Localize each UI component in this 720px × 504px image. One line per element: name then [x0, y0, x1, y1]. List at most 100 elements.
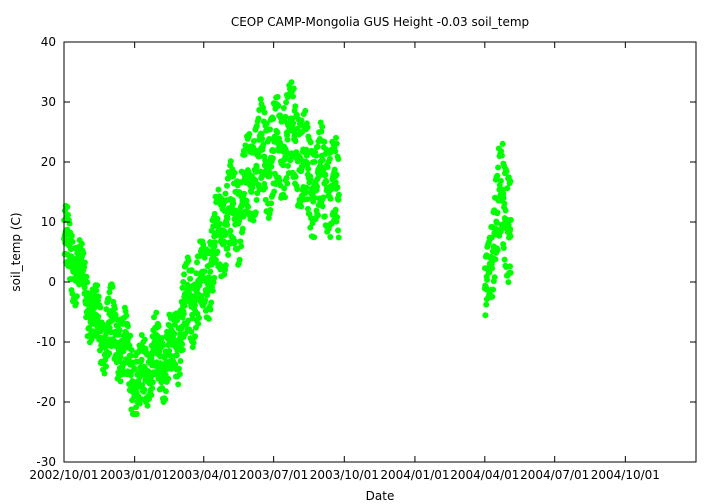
data-point: [155, 323, 162, 330]
data-point: [262, 157, 269, 164]
data-point: [284, 180, 291, 187]
data-point: [211, 274, 218, 281]
data-point: [237, 238, 244, 245]
data-point: [507, 226, 514, 232]
data-point: [503, 168, 510, 175]
plot-frame: [63, 41, 697, 463]
data-point: [311, 194, 318, 201]
data-point: [81, 284, 88, 291]
data-point: [292, 173, 299, 180]
data-point: [138, 332, 145, 338]
data-point: [232, 238, 239, 245]
data-point: [101, 370, 108, 377]
data-point: [224, 221, 231, 228]
data-point: [283, 175, 290, 181]
data-point: [81, 264, 88, 271]
data-point: [224, 182, 230, 189]
data-point: [333, 171, 340, 178]
data-point: [285, 162, 291, 169]
data-point: [123, 312, 130, 319]
data-point: [282, 154, 289, 161]
data-point: [69, 290, 76, 297]
data-point: [309, 220, 316, 227]
data-point: [335, 227, 341, 234]
data-point: [267, 207, 274, 213]
data-point: [167, 352, 174, 359]
data-point: [225, 251, 232, 258]
x-tick-label: 2003/10/01: [310, 468, 379, 482]
data-point: [117, 354, 124, 361]
data-point: [305, 205, 311, 212]
data-point: [250, 217, 257, 224]
data-point: [181, 271, 187, 278]
y-tick-label: -30: [36, 455, 56, 469]
data-point: [73, 293, 80, 300]
data-point: [171, 321, 178, 328]
data-point: [210, 279, 217, 286]
x-axis: 2002/10/01 2003/01/01 2003/04/01 2003/07/01…: [29, 42, 660, 482]
data-point: [505, 279, 512, 286]
data-point: [334, 214, 341, 221]
data-point: [97, 304, 104, 311]
data-point: [275, 102, 282, 109]
data-point: [149, 385, 156, 392]
data-point: [166, 347, 173, 354]
data-point: [73, 300, 80, 307]
data-point: [280, 105, 287, 111]
data-point: [499, 140, 506, 147]
data-point: [179, 341, 186, 348]
data-point: [172, 361, 179, 368]
data-point: [238, 243, 245, 250]
data-point: [329, 185, 335, 192]
data-point: [484, 276, 491, 283]
data-point: [303, 184, 310, 191]
data-point: [223, 230, 229, 237]
x-axis-title: Date: [366, 489, 395, 503]
data-point: [304, 196, 311, 203]
data-point: [259, 135, 266, 142]
data-point: [162, 396, 169, 403]
data-point: [489, 265, 496, 272]
x-tick-label: 2004/07/01: [520, 468, 589, 482]
data-point: [230, 200, 237, 207]
data-point: [202, 297, 209, 304]
data-point: [274, 93, 281, 100]
x-tick-label: 2004/10/01: [591, 468, 660, 482]
data-point: [494, 172, 501, 179]
data-point: [332, 148, 339, 155]
data-point: [69, 238, 76, 245]
data-point: [276, 177, 283, 184]
data-point: [253, 197, 260, 203]
data-point: [127, 332, 134, 339]
data-point: [500, 194, 507, 201]
data-point: [282, 113, 289, 120]
data-point: [138, 356, 145, 363]
data-point: [320, 194, 327, 201]
data-point: [224, 215, 231, 222]
data-point: [331, 166, 338, 173]
data-point: [497, 177, 504, 184]
data-point: [324, 164, 331, 171]
data-point: [255, 115, 262, 122]
y-tick-label: -10: [36, 335, 56, 349]
data-point: [84, 279, 91, 286]
data-point: [66, 220, 73, 227]
data-point: [253, 168, 259, 175]
y-tick-label: 20: [41, 155, 56, 169]
data-point: [314, 183, 320, 190]
data-point: [175, 381, 182, 388]
data-point: [290, 120, 297, 127]
data-point: [198, 293, 205, 299]
data-point: [112, 311, 119, 318]
data-point: [190, 339, 197, 346]
data-point: [502, 207, 509, 214]
data-point: [486, 269, 493, 276]
data-point: [192, 333, 199, 340]
data-point: [260, 104, 267, 111]
data-point: [148, 392, 155, 398]
data-point: [288, 155, 295, 161]
data-point: [290, 93, 296, 100]
data-point: [307, 139, 314, 146]
data-point: [281, 185, 288, 192]
data-point: [241, 190, 248, 197]
